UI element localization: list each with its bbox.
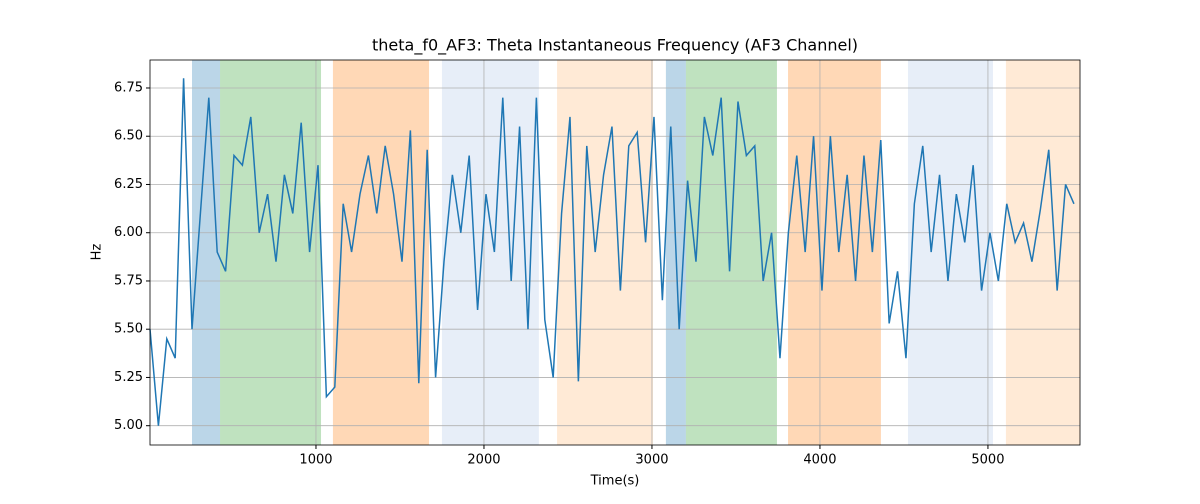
shaded-span [191,60,221,445]
y-tick-label: 5.25 [114,370,143,385]
shaded-span [557,60,653,445]
plot-frame [149,59,1081,446]
y-tick-label: 6.75 [114,80,143,95]
x-axis-label: Time(s) [590,474,640,489]
y-tick-label: 6.50 [114,129,143,144]
y-tick-label: 5.00 [114,418,143,433]
chart-title: theta_f0_AF3: Theta Instantaneous Freque… [372,36,858,56]
shaded-span [441,60,539,445]
y-tick-label: 5.50 [114,322,143,337]
shaded-span [788,60,881,445]
x-tick-label: 3000 [635,453,668,468]
y-tick-label: 6.25 [114,177,143,192]
x-tick-label: 5000 [971,453,1004,468]
shaded-span [685,60,777,445]
y-tick-label: 5.75 [114,273,143,288]
x-tick-label: 1000 [299,453,332,468]
x-tick-label: 4000 [803,453,836,468]
x-tick-label: 2000 [467,453,500,468]
y-tick-label: 6.00 [114,225,143,240]
shaded-span [332,60,430,445]
y-axis-label: Hz [90,244,105,261]
data-line [149,78,1075,426]
shaded-span [220,60,322,445]
shaded-span [1005,60,1080,445]
